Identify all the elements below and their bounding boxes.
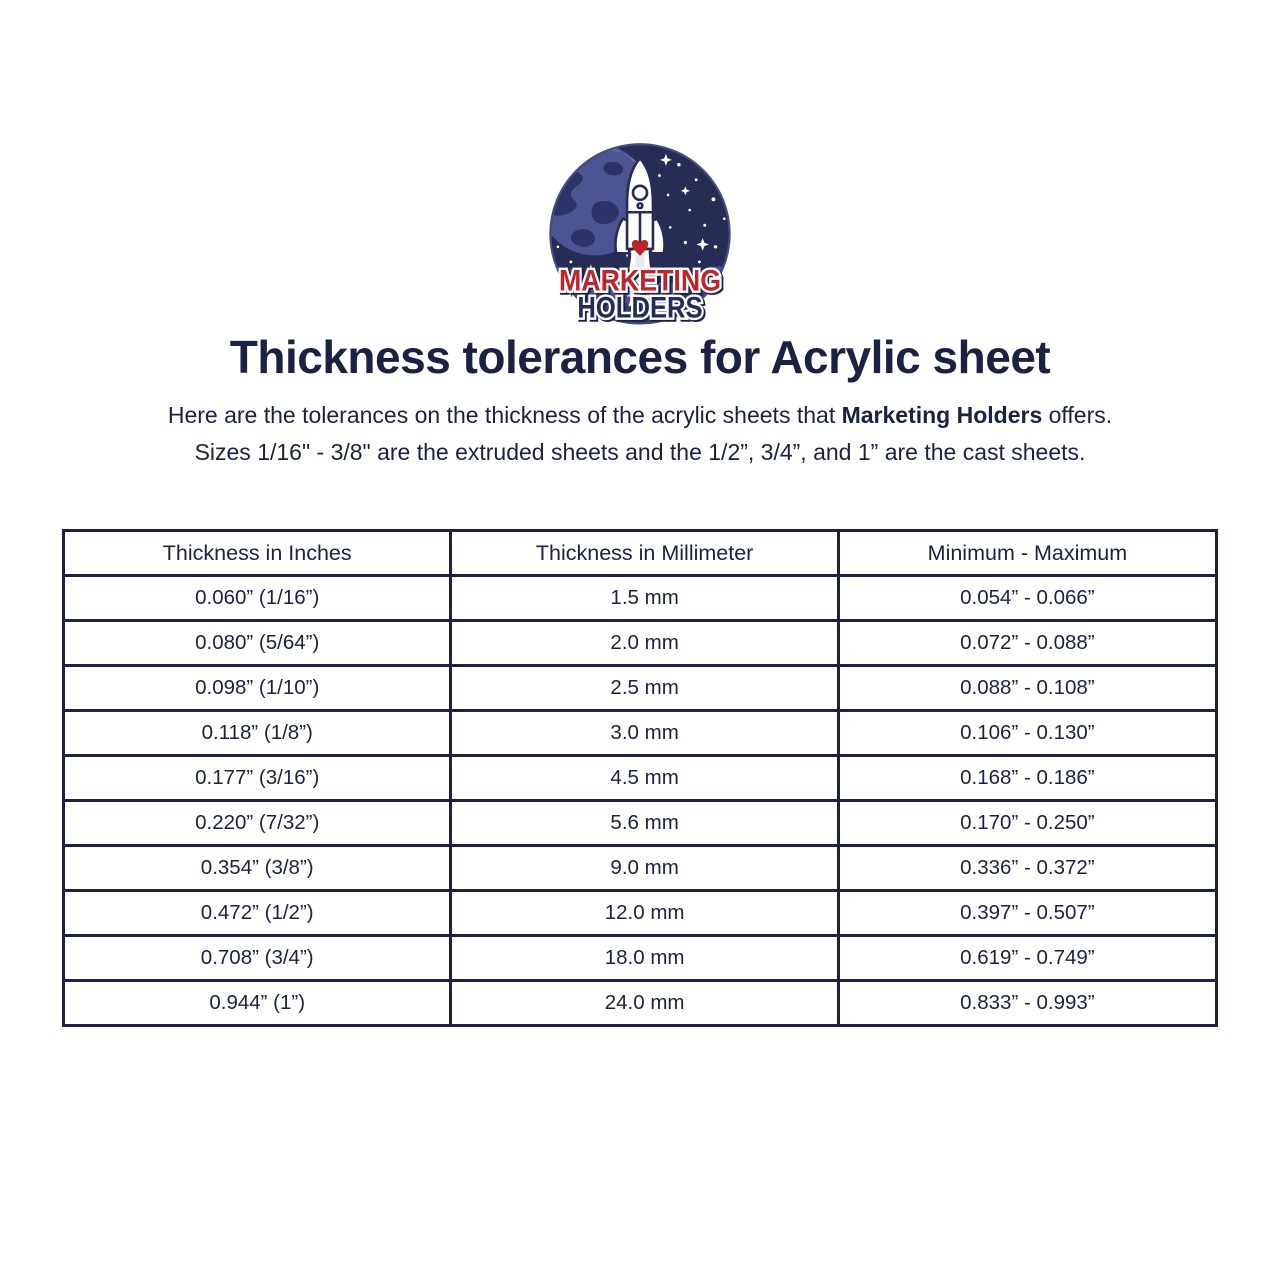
logo-holders-shadow: HOLDERS <box>579 294 704 326</box>
table-row: 0.080” (5/64”) 2.0 mm 0.072” - 0.088” <box>61 619 1219 667</box>
table-cell: 0.168” - 0.186” <box>836 754 1219 802</box>
table-cell: 0.098” (1/10”) <box>61 664 453 712</box>
logo-holders-text: HOLDERS <box>577 293 702 325</box>
table-cell: 3.0 mm <box>449 709 840 757</box>
header-thickness-inches: Thickness in Inches <box>61 529 453 577</box>
rocket-trail-icon <box>627 255 653 297</box>
table-cell: 2.0 mm <box>449 619 840 667</box>
intro-paragraph: Here are the tolerances on the thickness… <box>0 397 1280 471</box>
table-cell: 0.397” - 0.507” <box>836 889 1219 937</box>
table-row: 0.472” (1/2”) 12.0 mm 0.397” - 0.507” <box>61 889 1219 937</box>
table-cell: 0.354” (3/8”) <box>61 844 453 892</box>
table-cell: 0.080” (5/64”) <box>61 619 453 667</box>
table-row: 0.060” (1/16”) 1.5 mm 0.054” - 0.066” <box>61 574 1219 622</box>
table-cell: 0.944” (1”) <box>61 979 453 1027</box>
table-row: 0.098” (1/10”) 2.5 mm 0.088” - 0.108” <box>61 664 1219 712</box>
table-cell: 0.619” - 0.749” <box>836 934 1219 982</box>
logo-marketing-shadow: MARKETING <box>561 267 723 299</box>
table-body: 0.060” (1/16”) 1.5 mm 0.054” - 0.066” 0.080… <box>61 574 1219 1027</box>
header-min-max: Minimum - Maximum <box>836 529 1219 577</box>
intro-brand-name: Marketing Holders <box>841 402 1043 428</box>
rocket-earth-badge-icon: MARKETING MARKETING HOLDERS HOLDERS <box>549 143 731 329</box>
table-cell: 0.708” (3/4”) <box>61 934 453 982</box>
table-cell: 0.118” (1/8”) <box>61 709 453 757</box>
brand-logo: MARKETING MARKETING HOLDERS HOLDERS <box>532 143 748 334</box>
table-cell: 0.170” - 0.250” <box>836 799 1219 847</box>
table-cell: 24.0 mm <box>449 979 840 1027</box>
table-row: 0.118” (1/8”) 3.0 mm 0.106” - 0.130” <box>61 709 1219 757</box>
table-cell: 2.5 mm <box>449 664 840 712</box>
table-cell: 0.060” (1/16”) <box>61 574 453 622</box>
table-row: 0.177” (3/16”) 4.5 mm 0.168” - 0.186” <box>61 754 1219 802</box>
table-cell: 12.0 mm <box>449 889 840 937</box>
table-cell: 0.072” - 0.088” <box>836 619 1219 667</box>
table-row: 0.354” (3/8”) 9.0 mm 0.336” - 0.372” <box>61 844 1219 892</box>
page-title: Thickness tolerances for Acrylic sheet <box>229 331 1051 383</box>
table-row: 0.220” (7/32”) 5.6 mm 0.170” - 0.250” <box>61 799 1219 847</box>
intro-line2: Sizes 1/16" - 3/8" are the extruded shee… <box>194 439 1086 465</box>
logo-marketing-text: MARKETING <box>559 266 721 298</box>
table-cell: 0.088” - 0.108” <box>836 664 1219 712</box>
table-row: 0.708” (3/4”) 18.0 mm 0.619” - 0.749” <box>61 934 1219 982</box>
table-cell: 0.472” (1/2”) <box>61 889 453 937</box>
intro-line1-pre: Here are the tolerances on the thickness… <box>167 402 842 428</box>
header-thickness-mm: Thickness in Millimeter <box>449 529 840 577</box>
table-cell: 4.5 mm <box>449 754 840 802</box>
table-row: 0.944” (1”) 24.0 mm 0.833” - 0.993” <box>61 979 1219 1027</box>
table-cell: 0.220” (7/32”) <box>61 799 453 847</box>
table-cell: 0.833” - 0.993” <box>836 979 1219 1027</box>
table-cell: 9.0 mm <box>449 844 840 892</box>
table-cell: 0.336” - 0.372” <box>836 844 1219 892</box>
table-cell: 5.6 mm <box>449 799 840 847</box>
rocket-icon <box>614 156 666 255</box>
table-cell: 1.5 mm <box>449 574 840 622</box>
table-cell: 0.054” - 0.066” <box>836 574 1219 622</box>
table-cell: 18.0 mm <box>449 934 840 982</box>
table-header-row: Thickness in Inches Thickness in Millime… <box>61 529 1219 577</box>
tolerance-table: Thickness in Inches Thickness in Millime… <box>61 529 1219 1027</box>
intro-line1: Here are the tolerances on the thickness… <box>168 402 1112 428</box>
intro-line1-post: offers. <box>1042 402 1113 428</box>
table-cell: 0.106” - 0.130” <box>836 709 1219 757</box>
heart-icon <box>631 239 649 256</box>
table-cell: 0.177” (3/16”) <box>61 754 453 802</box>
